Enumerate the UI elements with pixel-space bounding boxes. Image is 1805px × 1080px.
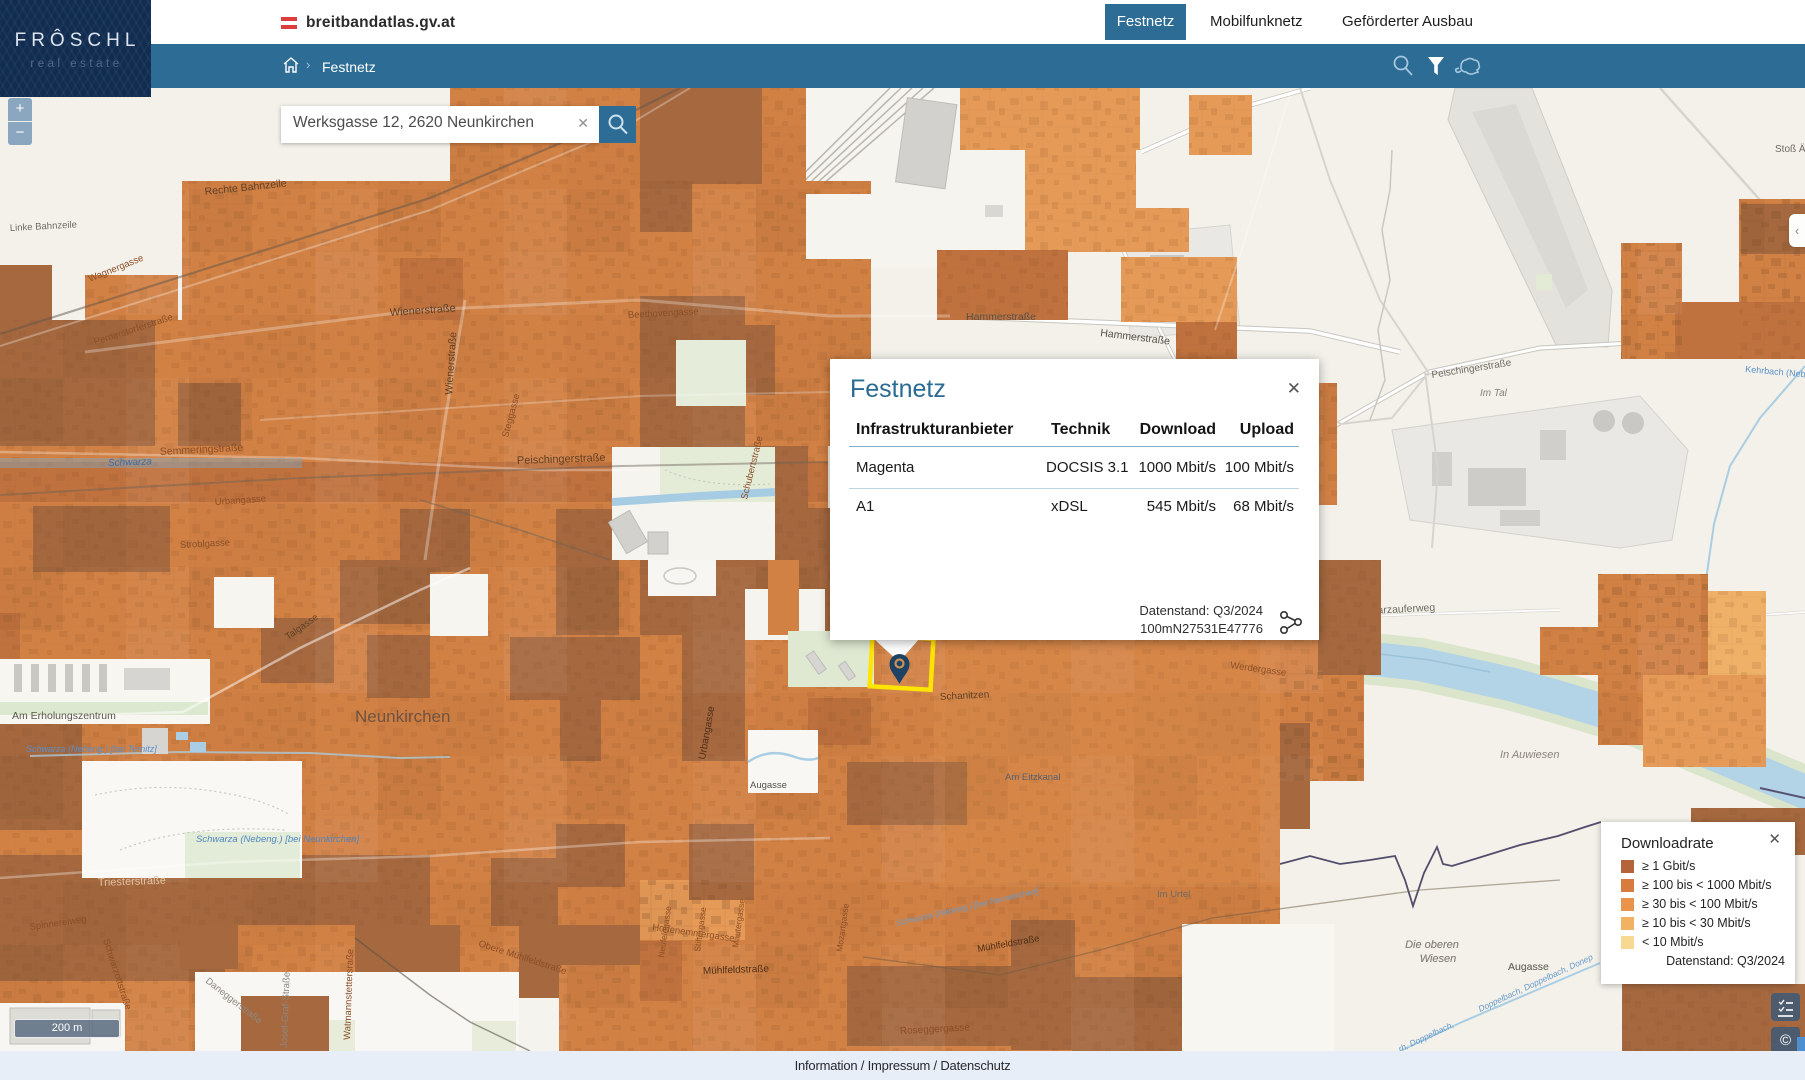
svg-text:Stroblgasse: Stroblgasse: [180, 537, 231, 551]
svg-text:Watmannstettersraße: Watmannstettersraße: [342, 949, 356, 1040]
svg-text:Schanitzen: Schanitzen: [940, 689, 990, 703]
svg-text:Josef-Graf-Straße: Josef-Graf-Straße: [279, 972, 293, 1048]
svg-text:Wiesen: Wiesen: [1420, 953, 1457, 965]
svg-text:Augasse: Augasse: [1508, 961, 1549, 973]
svg-text:In Auwiesen: In Auwiesen: [1500, 749, 1560, 761]
svg-text:Am Eitzkanal: Am Eitzkanal: [1005, 772, 1060, 783]
svg-text:Schwarza (Nebeng.) [bei Ternit: Schwarza (Nebeng.) [bei Ternitz]: [26, 744, 157, 754]
svg-text:Stoß Ä: Stoß Ä: [1775, 143, 1805, 155]
svg-text:Wiesen: Wiesen: [1420, 953, 1457, 965]
svg-text:Am Erholungszentrum: Am Erholungszentrum: [12, 710, 116, 722]
svg-text:Schwarza (Nebeng.) [bei Neunki: Schwarza (Nebeng.) [bei Neunkirchen]: [196, 834, 360, 845]
svg-text:Linke Bahnzeile: Linke Bahnzeile: [10, 220, 78, 234]
svg-text:Wienerstraße: Wienerstraße: [389, 302, 456, 319]
svg-text:Beethovengasse: Beethovengasse: [628, 306, 699, 321]
svg-text:Augasse: Augasse: [1508, 961, 1549, 973]
svg-text:Die oberen: Die oberen: [1405, 939, 1459, 951]
svg-text:Mühlfeldstraße: Mühlfeldstraße: [703, 964, 770, 977]
svg-text:Schwarza: Schwarza: [108, 456, 153, 469]
svg-text:Wienerstraße: Wienerstraße: [443, 331, 459, 395]
svg-text:Im Urtel: Im Urtel: [1157, 889, 1190, 900]
svg-text:Roseggergasse: Roseggergasse: [900, 1022, 971, 1037]
svg-text:Semmeringstraße: Semmeringstraße: [160, 442, 244, 458]
svg-text:Die oberen: Die oberen: [1405, 939, 1459, 951]
svg-text:Hammerstraße: Hammerstraße: [966, 311, 1036, 323]
svg-text:Peischingerstraße: Peischingerstraße: [517, 452, 606, 467]
svg-text:Neunkirchen: Neunkirchen: [355, 707, 450, 726]
svg-text:Augasse: Augasse: [750, 780, 787, 791]
svg-text:Triesterstraße: Triesterstraße: [98, 875, 166, 889]
svg-text:Im Tal: Im Tal: [1480, 388, 1508, 399]
svg-text:Urbangasse: Urbangasse: [214, 493, 266, 508]
